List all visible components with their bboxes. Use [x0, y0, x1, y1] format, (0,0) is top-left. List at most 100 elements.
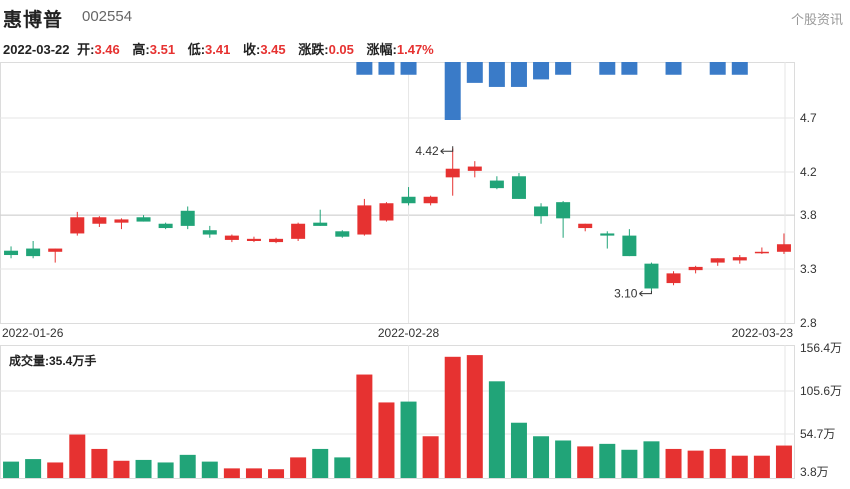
candle[interactable]	[70, 211, 85, 236]
volume-bar	[334, 457, 351, 478]
candlestick-series	[4, 148, 791, 291]
volume-bar	[665, 448, 682, 478]
candle[interactable]	[688, 265, 703, 274]
low-value: 3.41	[205, 42, 231, 57]
candle[interactable]	[180, 206, 195, 230]
stock-code: 002554	[82, 8, 133, 25]
top-indicator-bar	[621, 62, 638, 75]
candle[interactable]	[556, 201, 571, 238]
candle[interactable]	[224, 234, 239, 243]
top-indicator-bar	[665, 62, 682, 75]
top-indicator-bar	[510, 62, 527, 87]
volume-bar	[510, 422, 527, 478]
volume-bar	[290, 457, 307, 478]
close-label: 收:	[242, 42, 261, 57]
candle[interactable]	[246, 236, 261, 243]
pct-label: 涨幅:	[366, 42, 397, 57]
quote-header: 惠博普 002554 个股资讯 2022-03-22 开:3.46 高:3.51…	[0, 0, 850, 62]
candle[interactable]	[158, 222, 173, 230]
candle[interactable]	[357, 198, 372, 236]
volume-tick-label: 105.6万	[800, 384, 842, 398]
candle[interactable]	[776, 233, 791, 254]
candle[interactable]	[489, 176, 504, 190]
top-indicator-bars	[356, 62, 748, 120]
volume-bar	[422, 436, 439, 478]
candle[interactable]	[666, 271, 681, 286]
date-tick-label: 2022-01-26	[2, 326, 64, 340]
price-tick-label: 3.3	[800, 262, 817, 276]
top-indicator-bar	[378, 62, 395, 75]
volume-bar	[775, 445, 792, 478]
candle[interactable]	[732, 255, 747, 264]
stock-news-link[interactable]: 个股资讯	[790, 12, 843, 27]
candle[interactable]	[622, 229, 637, 257]
candle[interactable]	[4, 246, 19, 259]
close-value: 3.45	[260, 42, 286, 57]
svg-text:3.10: 3.10	[614, 287, 638, 301]
candle[interactable]	[379, 202, 394, 222]
volume-bar	[47, 462, 64, 478]
volume-bar	[157, 462, 174, 478]
price-tick-label: 4.2	[800, 165, 817, 179]
high-value: 3.51	[149, 42, 176, 57]
pct-value: 1.47%	[396, 42, 434, 57]
top-indicator-bar	[709, 62, 726, 75]
candle[interactable]	[313, 209, 328, 226]
price-annotation: 3.10	[614, 287, 652, 301]
candle[interactable]	[92, 216, 107, 227]
quote-date: 2022-03-22	[3, 42, 70, 57]
top-indicator-bar	[599, 62, 616, 75]
change-label: 涨跌:	[298, 42, 329, 57]
volume-bar	[91, 448, 108, 478]
candle[interactable]	[114, 218, 129, 230]
candle[interactable]	[445, 148, 460, 196]
volume-title: 成交量:35.4万手	[9, 353, 96, 368]
volume-bar	[555, 440, 572, 478]
candle[interactable]	[136, 215, 151, 222]
top-indicator-bar	[444, 62, 461, 120]
candle[interactable]	[335, 230, 350, 238]
top-indicator-bar	[466, 62, 483, 83]
high-label: 高:	[132, 42, 150, 57]
volume-bar	[731, 455, 748, 478]
volume-bar	[356, 374, 373, 478]
candle[interactable]	[467, 161, 482, 178]
candle[interactable]	[423, 195, 438, 206]
top-indicator-bar	[488, 62, 505, 87]
low-label: 低:	[187, 42, 206, 57]
price-tick-label: 4.7	[800, 111, 817, 125]
price-annotations: 4.42 3.10	[415, 144, 652, 301]
volume-bar	[179, 454, 196, 478]
volume-bar	[400, 401, 417, 478]
candle[interactable]	[202, 225, 217, 238]
volume-bar	[201, 461, 218, 478]
volume-bar	[687, 450, 704, 478]
candle[interactable]	[511, 173, 526, 199]
volume-bar	[135, 459, 152, 478]
candle[interactable]	[710, 258, 725, 266]
open-label: 开:	[77, 42, 95, 57]
open-value: 3.46	[94, 42, 120, 57]
top-indicator-bar	[533, 62, 550, 80]
price-tick-label: 3.8	[800, 208, 817, 222]
volume-bar	[25, 459, 42, 478]
date-tick-label: 2022-03-23	[732, 326, 794, 340]
price-axis: 4.7 4.2 3.8 3.3 2.8	[800, 111, 817, 330]
volume-bar	[466, 355, 483, 478]
candle[interactable]	[269, 237, 284, 244]
candle[interactable]	[26, 241, 41, 259]
candle[interactable]	[534, 203, 549, 224]
volume-grid	[0, 345, 795, 479]
volume-bar	[312, 448, 329, 478]
candle[interactable]	[578, 223, 593, 232]
candle[interactable]	[48, 248, 63, 263]
volume-bar	[444, 356, 461, 478]
candle[interactable]	[600, 231, 615, 249]
candle[interactable]	[291, 222, 306, 241]
top-indicator-bar	[731, 62, 748, 75]
candle[interactable]	[754, 247, 769, 254]
volume-bar	[621, 449, 638, 478]
candle[interactable]	[644, 262, 659, 291]
candle[interactable]	[401, 187, 416, 206]
